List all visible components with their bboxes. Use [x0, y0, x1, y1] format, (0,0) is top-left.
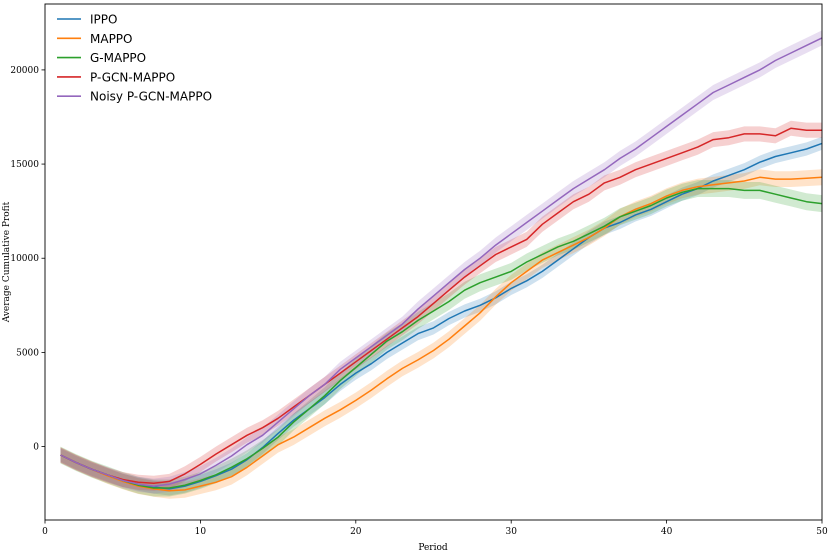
confidence-band-noisy-p-gcn-mappo [60, 30, 822, 494]
series-line-noisy-p-gcn-mappo [60, 37, 823, 487]
y-tick-label: 5000 [16, 348, 39, 358]
x-axis-label: Period [418, 543, 448, 553]
y-tick-label: 0 [33, 443, 39, 453]
y-tick-label: 10000 [10, 254, 39, 264]
x-tick-label: 20 [350, 527, 362, 537]
x-axis: 0 10 20 30 40 50 [42, 520, 828, 537]
x-tick-label: 10 [195, 527, 207, 537]
x-tick-label: 50 [816, 527, 828, 537]
x-tick-label: 0 [42, 527, 48, 537]
y-axis-label: Average Cumulative Profit [2, 201, 12, 323]
band-layer [60, 30, 822, 499]
y-axis: 0 5000 10000 15000 20000 [10, 66, 45, 453]
legend-label-ippo: IPPO [90, 13, 117, 27]
legend: IPPO MAPPO G-MAPPO P-GCN-MAPPO Noisy P-GCN-M… [57, 13, 212, 104]
series-line-mappo [60, 176, 823, 492]
y-tick-label: 15000 [10, 160, 39, 170]
plot-frame [44, 3, 823, 521]
legend-label-mappo: MAPPO [90, 32, 132, 46]
confidence-band-ippo [60, 136, 822, 496]
line-layer [60, 37, 823, 492]
legend-label-g-mappo: G-MAPPO [90, 51, 146, 65]
x-tick-label: 30 [505, 527, 517, 537]
series-line-g-mappo [60, 187, 823, 489]
confidence-band-mappo [60, 169, 822, 499]
legend-label-noisy-p-gcn-mappo: Noisy P-GCN-MAPPO [90, 90, 212, 104]
y-tick-label: 20000 [10, 66, 39, 76]
x-tick-label: 40 [661, 527, 673, 537]
series-line-p-gcn-mappo [60, 127, 822, 485]
legend-label-p-gcn-mappo: P-GCN-MAPPO [90, 70, 175, 84]
